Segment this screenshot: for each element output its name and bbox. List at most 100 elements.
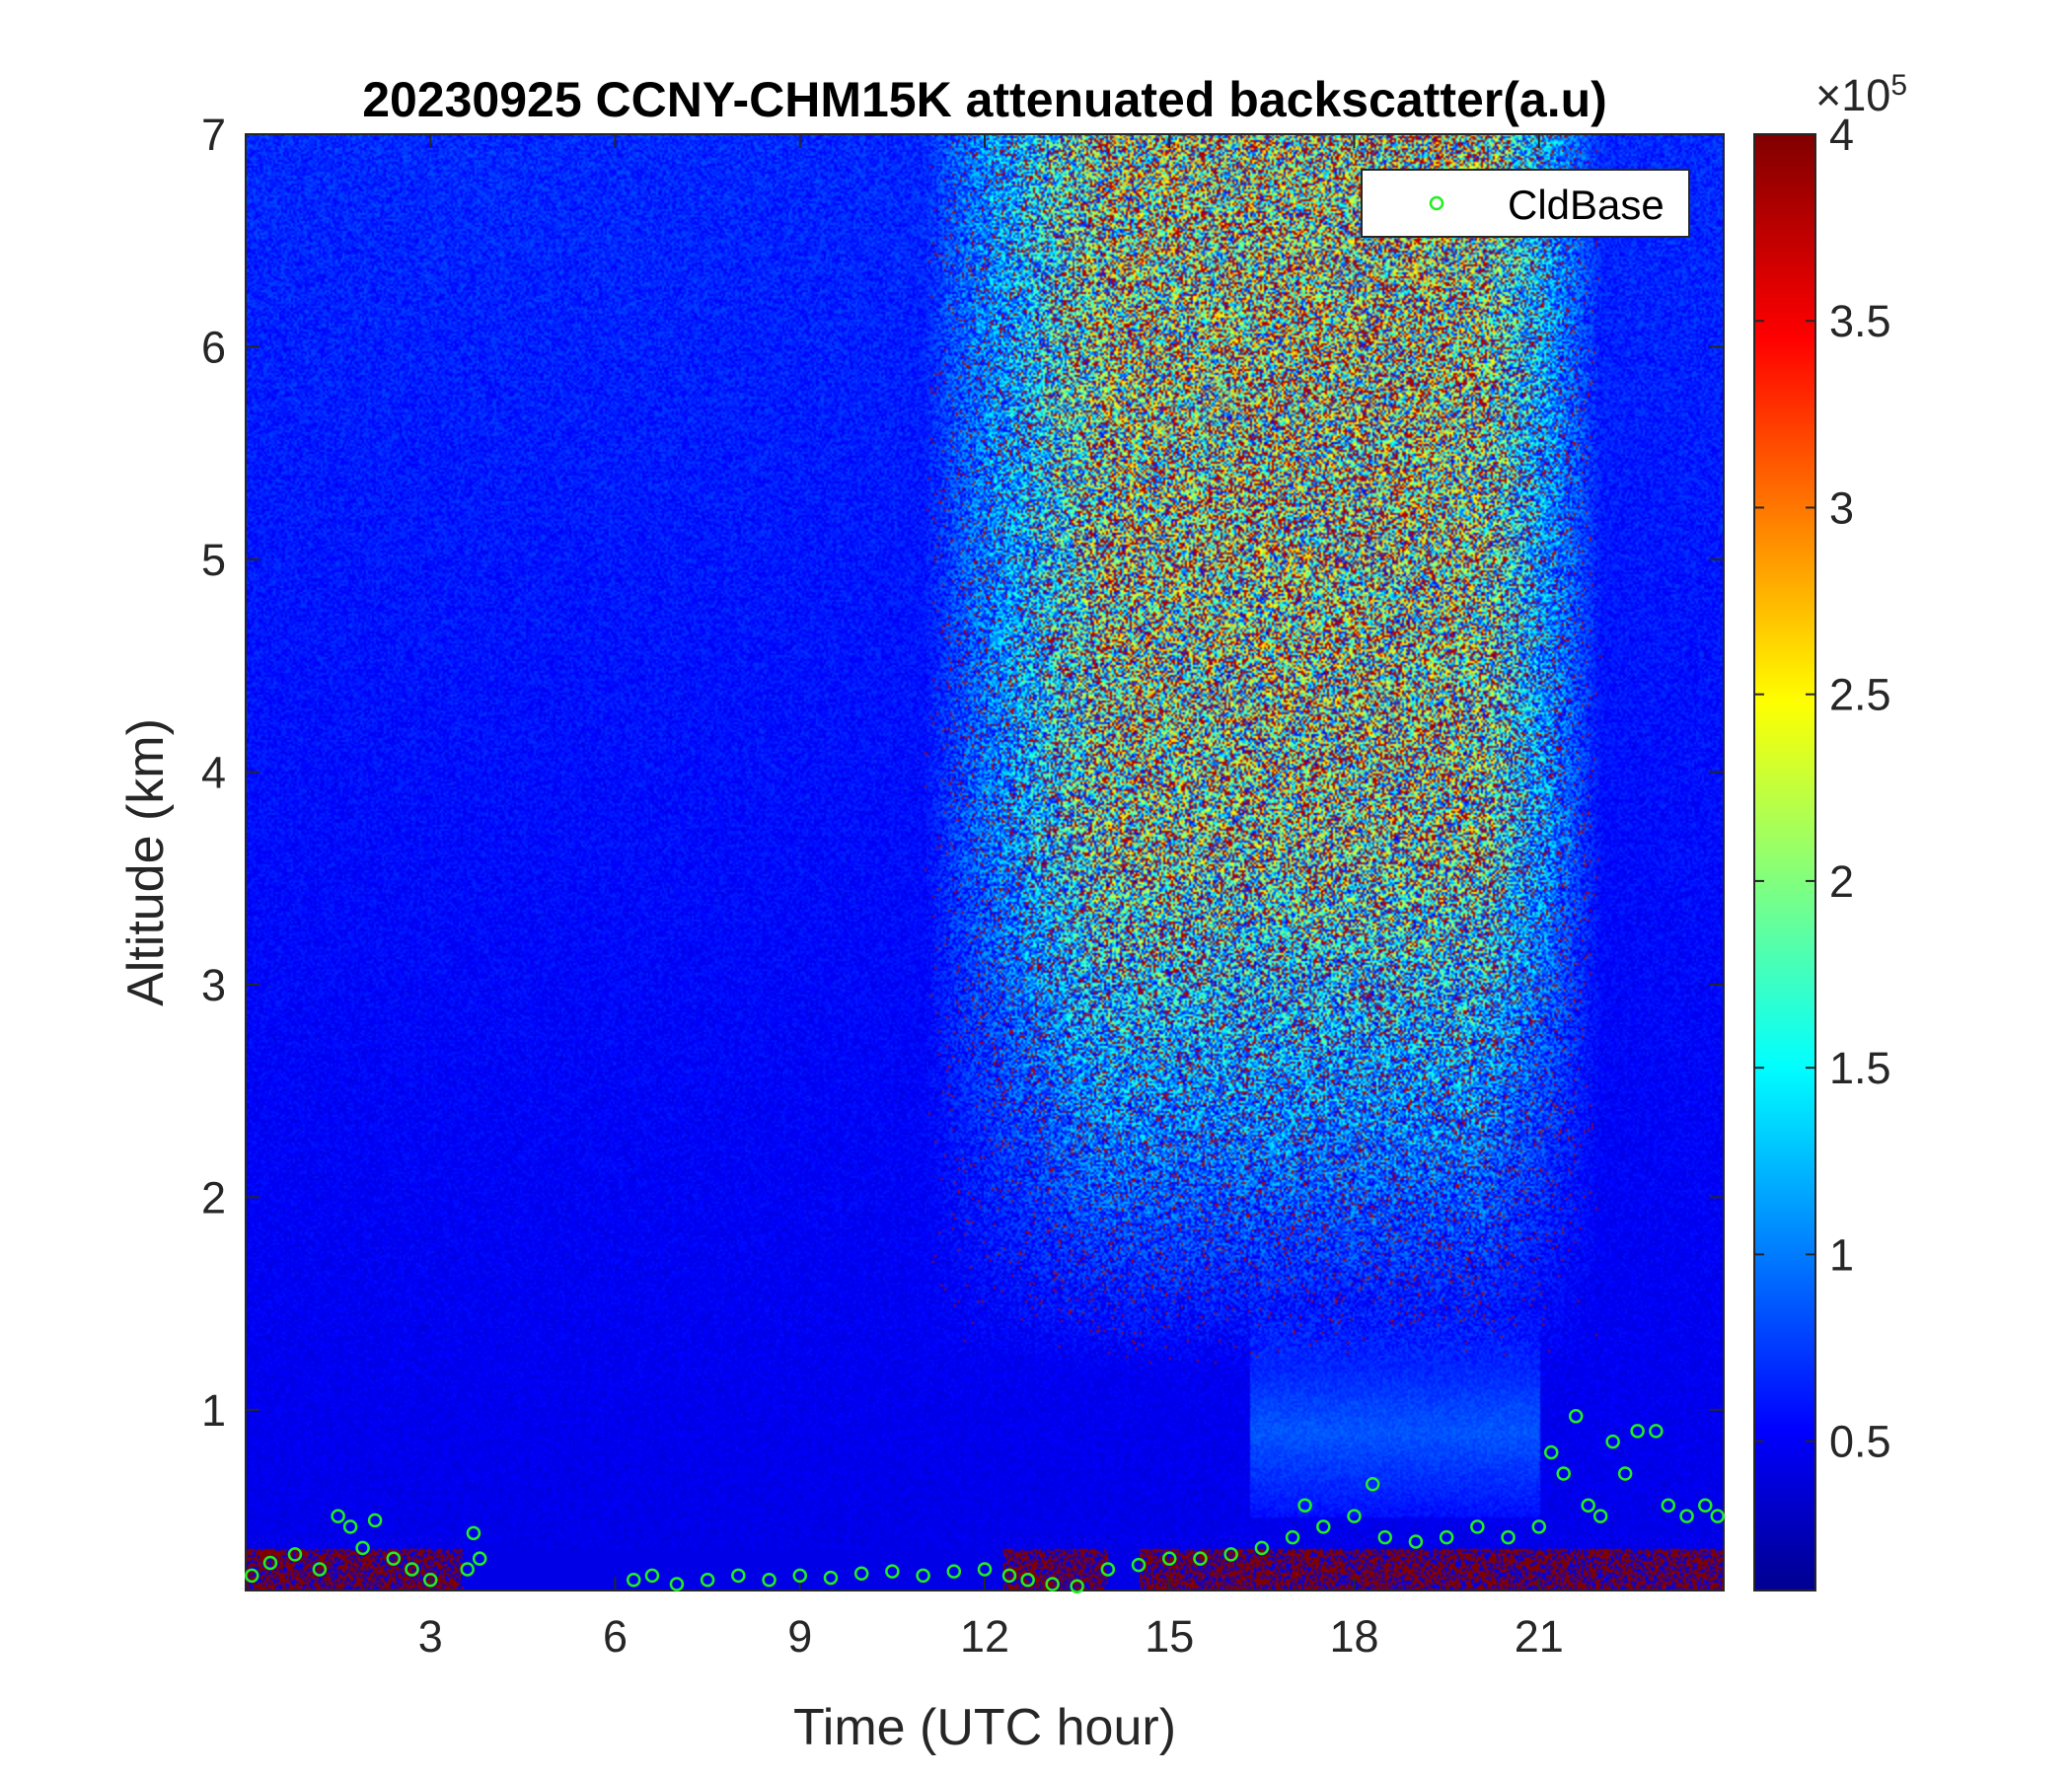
cldbase-point (1020, 1572, 1035, 1588)
cldbase-point (762, 1572, 777, 1588)
cldbase-point (1543, 1444, 1559, 1460)
cldbase-point (731, 1568, 746, 1584)
cldbase-point (1531, 1519, 1546, 1534)
cldbase-point (342, 1519, 358, 1534)
chart-title: 20230925 CCNY-CHM15K attenuated backscat… (362, 72, 1607, 127)
cldbase-point (460, 1562, 475, 1577)
x-tick-label: 3 (418, 1611, 443, 1662)
cldbase-point (823, 1570, 839, 1586)
cldbase-point (1316, 1519, 1331, 1534)
colorbar-tick-label: 3 (1829, 482, 1854, 533)
cldbase-point (1254, 1540, 1270, 1556)
colorbar-tick-label: 2.5 (1829, 670, 1891, 720)
colorbar-tick-label: 1.5 (1829, 1043, 1891, 1093)
cldbase-point (405, 1562, 419, 1577)
colorbar-exponent: ×105 (1815, 69, 1907, 120)
x-tick-label: 18 (1329, 1611, 1378, 1662)
cldbase-point (1193, 1551, 1208, 1566)
cldbase-point (1592, 1509, 1608, 1523)
y-tick-label: 3 (201, 960, 226, 1010)
cldbase-point (1470, 1519, 1485, 1534)
cldbase-point (423, 1572, 438, 1588)
cldbase-point (1070, 1579, 1084, 1593)
colorbar-tick-label: 3.5 (1829, 296, 1891, 346)
cldbase-point (244, 1568, 259, 1584)
colorbar-tick-label: 4 (1829, 110, 1854, 160)
cldbase-point (1556, 1466, 1571, 1481)
cldbase-point (367, 1513, 383, 1528)
x-axis-label: Time (UTC hour) (793, 1699, 1176, 1756)
cldbase-point (1439, 1529, 1454, 1545)
x-tick-label: 6 (603, 1611, 628, 1662)
cldbase-point (792, 1568, 807, 1584)
cldbase-point (1661, 1498, 1676, 1514)
y-axis-label: Altitude (km) (117, 718, 175, 1006)
cldbase-point (885, 1564, 900, 1579)
cldbase-point (1605, 1434, 1620, 1449)
cldbase-point (946, 1564, 962, 1579)
cldbase-point (977, 1562, 993, 1577)
cldbase-point (1365, 1477, 1380, 1492)
cldbase-point (626, 1572, 641, 1588)
cldbase-point (1045, 1577, 1060, 1591)
cldbase-point (1581, 1498, 1595, 1514)
cldbase-point (669, 1577, 685, 1591)
cldbase-point (1223, 1547, 1238, 1562)
cldbase-point (1617, 1466, 1633, 1481)
y-tick-label: 7 (201, 110, 226, 160)
axes-frame (245, 133, 1725, 1591)
cldbase-point (1347, 1509, 1362, 1523)
cldbase-point (1285, 1529, 1300, 1545)
cldbase-point (853, 1566, 869, 1582)
x-tick-label: 12 (960, 1611, 1009, 1662)
cldbase-point (1001, 1568, 1017, 1584)
cldbase-point (331, 1509, 345, 1523)
cldbase-point (355, 1540, 370, 1556)
x-axis-ticks: 3 6 9 12 15 18 21 (418, 134, 1564, 1662)
cldbase-point (1501, 1529, 1516, 1545)
y-axis-ticks: 1 2 3 4 5 6 7 (201, 110, 1724, 1436)
colorbar-ticks: 0.5 1 1.5 2 2.5 3 3.5 4 (1754, 110, 1891, 1467)
y-tick-label: 4 (201, 747, 226, 797)
cldbase-point (1710, 1509, 1726, 1523)
cldbase-point (312, 1562, 328, 1577)
cldbase-point (472, 1551, 487, 1566)
cldbase-point (1131, 1557, 1147, 1573)
x-tick-label: 15 (1145, 1611, 1194, 1662)
cldbase-point (1679, 1509, 1694, 1523)
cldbase-point (386, 1551, 402, 1566)
cldbase-point (1100, 1562, 1116, 1577)
cldbase-point (287, 1547, 303, 1562)
cldbase-point (466, 1525, 481, 1541)
colorbar-tick-label: 0.5 (1829, 1417, 1891, 1467)
cldbase-point (700, 1572, 715, 1588)
cldbase-point (1377, 1529, 1392, 1545)
cldbase-point (644, 1568, 660, 1584)
cldbase-point (1297, 1498, 1312, 1514)
cldbase-point (1649, 1424, 1664, 1439)
cldbase-point (1568, 1409, 1584, 1424)
cldbase-point (916, 1568, 930, 1584)
y-tick-label: 6 (201, 322, 226, 372)
colorbar-tick-label: 1 (1829, 1229, 1854, 1280)
y-tick-label: 2 (201, 1172, 226, 1222)
colorbar-tick-label: 2 (1829, 856, 1854, 907)
y-tick-label: 1 (201, 1385, 226, 1436)
x-tick-label: 21 (1515, 1611, 1564, 1662)
cldbase-point (1630, 1424, 1645, 1439)
y-tick-label: 5 (201, 535, 226, 585)
legend-marker-cldbase (1429, 195, 1444, 211)
cldbase-point (1162, 1551, 1177, 1566)
backscatter-heatmap (246, 134, 1724, 1591)
cldbase-point (1408, 1534, 1424, 1549)
legend-box (1361, 169, 1690, 238)
legend: CldBase (1361, 169, 1690, 238)
colorbar (1753, 133, 1816, 1591)
cldbase-point (1698, 1498, 1713, 1514)
x-tick-label: 9 (787, 1611, 812, 1662)
cldbase-series (244, 1409, 1726, 1593)
legend-entry-cldbase: CldBase (1508, 182, 1665, 228)
cldbase-point (262, 1555, 278, 1571)
